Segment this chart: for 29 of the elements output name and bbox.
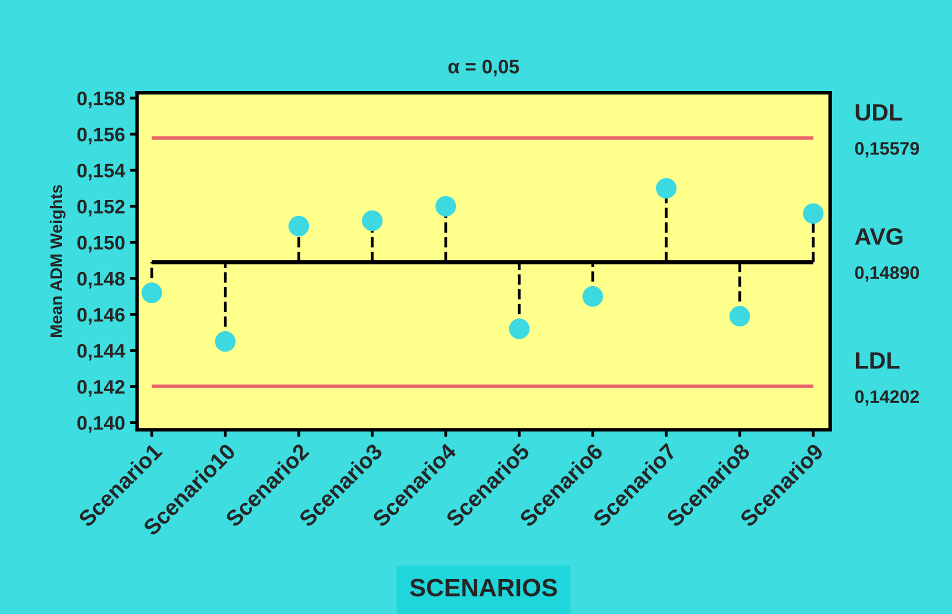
y-tick-label: 0,144	[77, 344, 126, 361]
x-axis-title: SCENARIOS	[410, 578, 557, 596]
point	[435, 196, 456, 217]
point	[802, 203, 824, 224]
y-tick-label: 0,154	[77, 164, 126, 180]
text: 0,14202	[855, 390, 919, 406]
y-tick-label: 0,158	[77, 92, 125, 108]
y-tick-label: 0,148	[77, 272, 125, 288]
y-tick-label: 0,140	[77, 416, 124, 433]
point	[288, 216, 310, 236]
ref-line-label: UDL	[856, 104, 902, 121]
point	[141, 282, 162, 304]
point	[508, 318, 530, 340]
y-tick-label: 0,150	[77, 236, 124, 252]
point	[362, 210, 383, 231]
chart-title: α = 0,05	[448, 60, 520, 76]
point	[214, 331, 236, 352]
y-axis-title: Mean ADM Weights	[50, 185, 66, 337]
y-tick-label: 0,156	[77, 128, 125, 144]
y-tick-label: 0,152	[77, 200, 125, 216]
y-tick-label: 0,146	[77, 308, 125, 324]
text: 0,14890	[855, 266, 919, 282]
point	[729, 306, 750, 327]
ref-line-label: AVG	[854, 228, 902, 245]
point	[656, 178, 677, 199]
ref-line-label: LDL	[856, 352, 900, 369]
text: 0,15579	[855, 142, 919, 158]
point	[582, 286, 604, 307]
y-tick-label: 0,142	[77, 380, 125, 397]
